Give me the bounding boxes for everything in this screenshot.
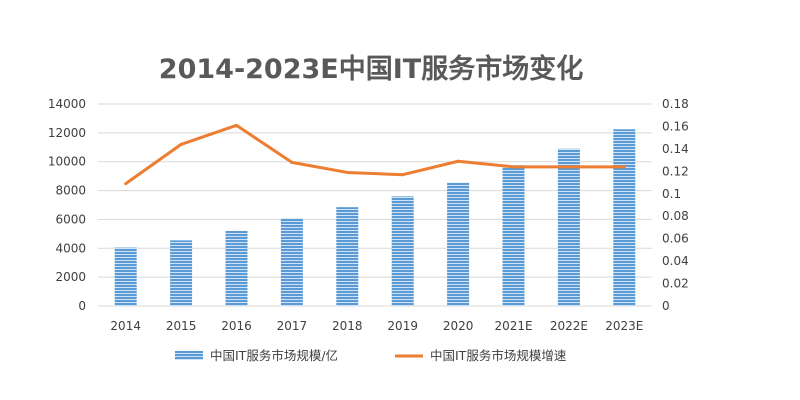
x-tick-label: 2017 [277, 319, 308, 333]
growth-point-2016 [235, 123, 238, 127]
growth-point-2014 [124, 182, 128, 186]
x-tick-label: 2022E [550, 319, 588, 333]
y-left-tick-label: 12000 [48, 126, 86, 140]
x-tick-label: 2019 [387, 319, 418, 333]
growth-line [124, 123, 625, 185]
growth-point-2019 [401, 173, 405, 177]
y-right-tick-label: 0.12 [662, 164, 689, 178]
y-right-tick-label: 0.02 [662, 277, 689, 291]
x-tick-label: 2015 [166, 319, 197, 333]
growth-point-2018 [345, 170, 349, 174]
y-left-tick-label: 8000 [55, 184, 86, 198]
x-tick-label: 2016 [221, 319, 252, 333]
x-tick-label: 2014 [110, 319, 141, 333]
y-right-tick-label: 0.04 [662, 254, 689, 268]
bar-series [114, 129, 636, 306]
bar-2023E [613, 129, 636, 306]
y-right-tick-label: 0.06 [662, 232, 689, 246]
x-axis: 2014 2015 2016 2017 2018 2019 2020 2021E 2022E 20… [110, 319, 643, 333]
x-tick-label: 2018 [332, 319, 363, 333]
y-axis-left: 0 2000 4000 6000 8000 10000 12000 14000 [48, 97, 86, 313]
x-tick-label: 2020 [443, 319, 474, 333]
y-right-tick-label: 0 [662, 299, 670, 313]
y-left-tick-label: 6000 [55, 212, 86, 226]
bar-2021E [502, 165, 525, 306]
legend-label-bar: 中国IT服务市场规模/亿 [210, 348, 338, 363]
legend: 中国IT服务市场规模/亿 中国IT服务市场规模增速 [175, 348, 567, 363]
bar-2015 [170, 240, 193, 306]
x-tick-label: 2023E [605, 319, 643, 333]
growth-point-2020 [456, 159, 460, 163]
legend-swatch-bar [175, 351, 203, 360]
growth-point-2017 [290, 160, 294, 164]
y-left-tick-label: 14000 [48, 97, 86, 111]
bar-2016 [225, 230, 248, 306]
bar-2018 [336, 207, 359, 306]
y-right-tick-label: 0.08 [662, 209, 689, 223]
bar-2017 [280, 218, 303, 306]
bar-2020 [447, 182, 470, 306]
y-right-tick-label: 0.1 [662, 187, 681, 201]
bar-2019 [391, 196, 414, 306]
x-tick-label: 2021E [494, 319, 532, 333]
y-left-tick-label: 2000 [55, 270, 86, 284]
bar-2014 [114, 247, 137, 306]
y-left-tick-label: 0 [78, 299, 86, 313]
y-axis-right: 0 0.02 0.04 0.06 0.08 0.1 0.12 0.14 0.16 0.18 [662, 97, 689, 313]
growth-point-2015 [179, 142, 183, 146]
y-right-tick-label: 0.14 [662, 142, 689, 156]
y-left-tick-label: 4000 [55, 241, 86, 255]
bar-2022E [557, 148, 580, 306]
chart-title: 2014-2023E中国IT服务市场变化 [159, 53, 583, 85]
y-right-tick-label: 0.18 [662, 97, 689, 111]
growth-point-2023E [622, 165, 626, 169]
growth-point-2021E [512, 165, 515, 169]
growth-point-2022E [567, 165, 571, 169]
line-series [124, 123, 626, 186]
legend-label-line: 中国IT服务市场规模增速 [430, 348, 567, 363]
y-left-tick-label: 10000 [48, 155, 86, 169]
y-right-tick-label: 0.16 [662, 119, 689, 133]
